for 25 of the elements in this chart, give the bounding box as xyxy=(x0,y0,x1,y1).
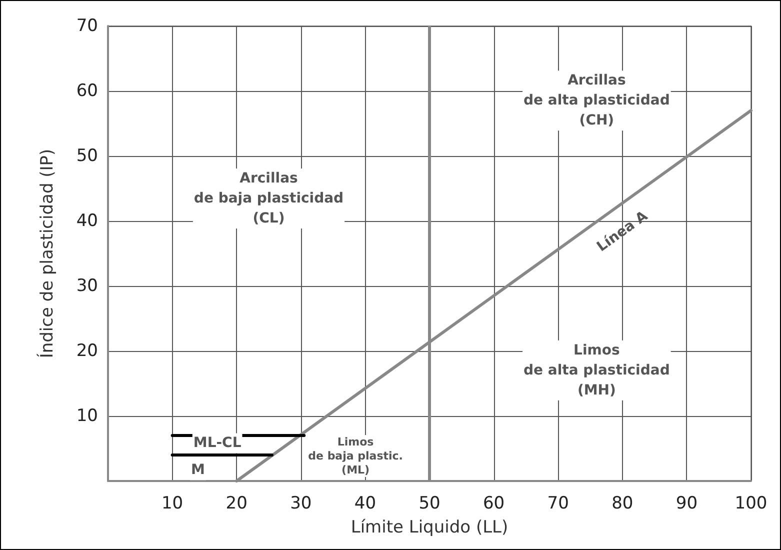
x-axis-title: Límite Liquido (LL) xyxy=(350,518,508,538)
y-tick-label: 50 xyxy=(76,146,98,166)
y-tick-label: 70 xyxy=(76,16,98,36)
x-tick-label: 20 xyxy=(226,494,248,514)
y-tick-label: 40 xyxy=(76,211,98,231)
annotation: M xyxy=(191,462,205,478)
annotation: Limos de baja plastic. (ML) xyxy=(308,435,403,476)
x-tick-label: 100 xyxy=(734,494,768,514)
annotation: Arcillas de baja plasticidad (CL) xyxy=(194,170,344,226)
x-tick-label: 10 xyxy=(161,494,184,514)
y-tick-label: 10 xyxy=(76,406,98,426)
x-tick-label: 60 xyxy=(482,494,505,514)
x-tick-label: 80 xyxy=(612,494,634,514)
y-tick-label: 30 xyxy=(76,276,98,296)
annotation: Limos de alta plasticidad (MH) xyxy=(524,342,670,398)
y-axis-title: Índice de plasticidad (IP) xyxy=(36,148,58,358)
x-tick-label: 30 xyxy=(290,494,312,514)
y-tick-label: 20 xyxy=(76,341,98,361)
x-tick-label: 90 xyxy=(676,494,698,514)
annotation: Arcillas de alta plasticidad (CH) xyxy=(524,72,670,129)
annotation: ML-CL xyxy=(193,435,242,452)
x-tick-label: 50 xyxy=(418,494,440,514)
x-tick-label: 40 xyxy=(354,494,376,514)
x-tick-label: 70 xyxy=(547,494,569,514)
y-tick-label: 60 xyxy=(76,81,98,101)
